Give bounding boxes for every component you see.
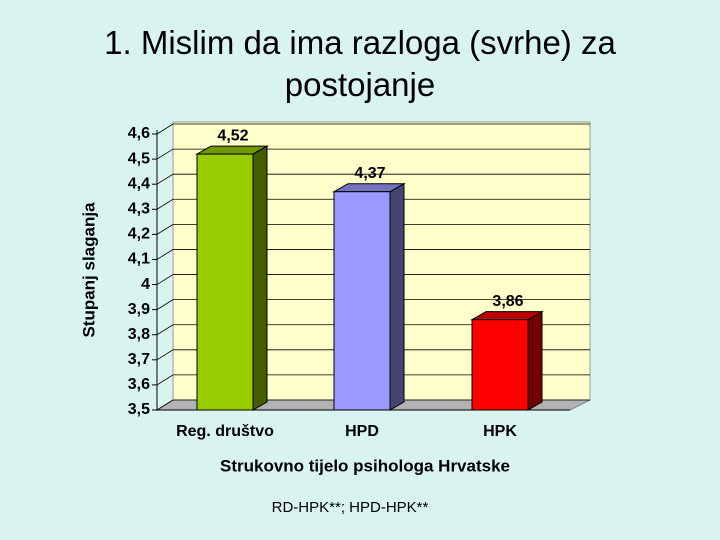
bar-front (471, 319, 529, 411)
y-tick-label: 4 (141, 276, 150, 293)
bar-side (389, 182, 405, 411)
value-label: 3,86 (492, 293, 523, 310)
bar (332, 182, 406, 411)
grid-line (156, 274, 590, 285)
bar-side (527, 310, 543, 411)
y-tick-label: 3,5 (128, 401, 150, 418)
grid-line (156, 173, 590, 185)
grid-line (156, 299, 590, 310)
y-tick-label: 3,7 (128, 351, 150, 368)
y-tick-label: 3,8 (128, 326, 150, 343)
x-tick-label: HPD (345, 423, 379, 440)
bar (195, 145, 269, 411)
grid-line (156, 223, 590, 235)
y-tick-label: 4,6 (128, 125, 150, 142)
bar-side (252, 145, 268, 411)
y-tick-label: 4,3 (128, 200, 150, 217)
y-tick-label: 3,9 (128, 301, 150, 318)
grid-line (156, 349, 590, 361)
y-tick-label: 4,1 (128, 251, 150, 268)
bar-front (196, 153, 254, 411)
y-axis-title: Stupanj slaganja (79, 202, 98, 338)
grid-line (156, 249, 590, 260)
x-tick-label: HPK (483, 423, 517, 440)
bar-front (333, 191, 391, 411)
grid-line (156, 324, 590, 336)
bar (470, 310, 544, 411)
annotation: RD-HPK**; HPD-HPK** (272, 499, 429, 516)
value-label: 4,52 (217, 127, 248, 144)
x-tick-label: Reg. društvo (176, 423, 274, 440)
y-tick-label: 3,6 (128, 376, 150, 393)
y-tick-label: 4,2 (128, 226, 150, 243)
grid-line (156, 374, 590, 386)
grid-line (156, 123, 590, 135)
y-tick-label: 4,4 (128, 175, 150, 192)
grid-line (156, 148, 590, 160)
x-axis-title: Strukovno tijelo psihologa Hrvatske (220, 456, 510, 475)
grid-line (156, 198, 590, 210)
grid-line (156, 399, 590, 411)
y-tick-label: 4,5 (128, 150, 150, 167)
value-label: 4,37 (354, 165, 385, 182)
chart-title: 1. Mislim da ima razloga (svrhe) za post… (104, 24, 616, 103)
